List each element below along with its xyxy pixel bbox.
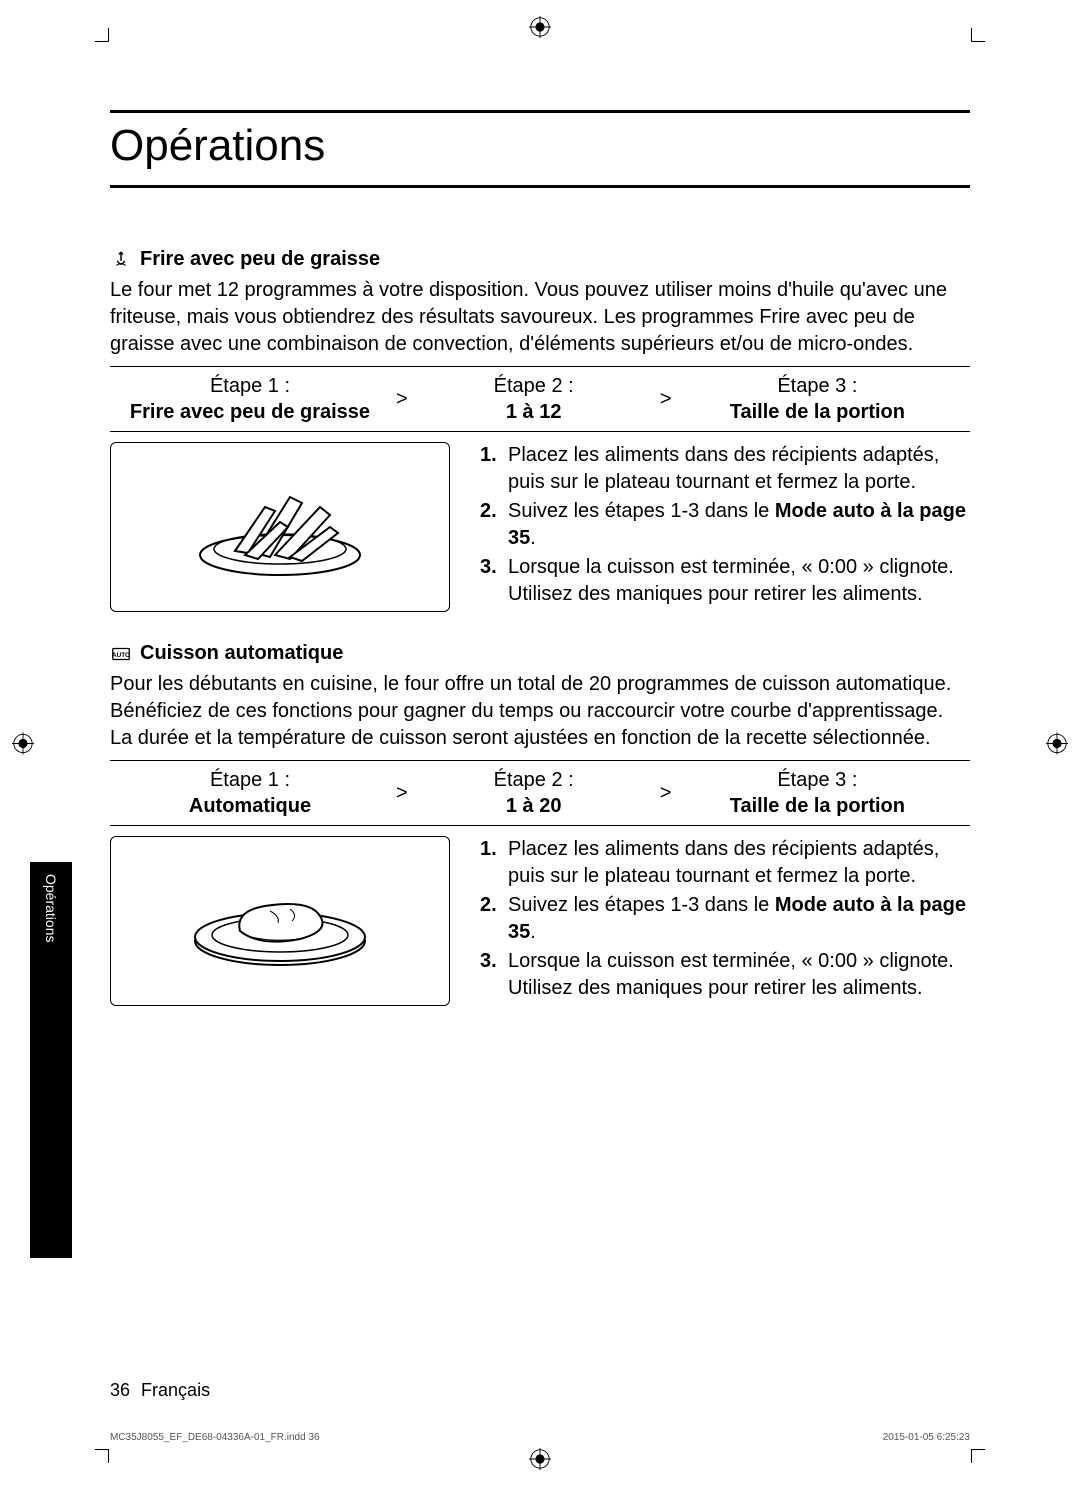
section-heading-auto: AUTO Cuisson automatique	[110, 642, 970, 665]
slim-fry-icon	[110, 249, 132, 271]
page-number: 36	[110, 1380, 130, 1400]
content-row-2: Placez les aliments dans des récipients …	[110, 836, 970, 1006]
step1-col2: Étape 2 : 1 à 12	[414, 373, 654, 425]
step2-c2-top: Étape 2 :	[414, 767, 654, 793]
side-tab: Opérations	[30, 862, 72, 1258]
step1-col1: Étape 1 : Frire avec peu de graisse	[110, 373, 390, 425]
registration-mark-right	[1046, 732, 1068, 759]
section1-body: Le four met 12 programmes à votre dispos…	[110, 277, 970, 358]
step2-c3-top: Étape 3 :	[677, 767, 957, 793]
section-heading-fry: Frire avec peu de graisse	[110, 248, 970, 271]
instr1-i2c: .	[530, 527, 536, 549]
step-sep: >	[390, 388, 414, 411]
step-sep: >	[654, 782, 678, 805]
steps-row-2: Étape 1 : Automatique > Étape 2 : 1 à 20…	[110, 760, 970, 826]
crop-mark-br	[971, 1449, 985, 1463]
print-footer: MC35J8055_EF_DE68-04336A-01_FR.indd 36 2…	[110, 1432, 970, 1443]
steps-row-1: Étape 1 : Frire avec peu de graisse > Ét…	[110, 366, 970, 432]
instr1-item1: Placez les aliments dans des récipients …	[508, 442, 970, 496]
instr1-item2: Suivez les étapes 1-3 dans le Mode auto …	[508, 498, 970, 552]
crop-mark-bl	[95, 1449, 109, 1463]
page-footer: 36 Français	[110, 1380, 210, 1401]
instructions-1: Placez les aliments dans des récipients …	[480, 442, 970, 612]
content-row-1: Placez les aliments dans des récipients …	[110, 442, 970, 612]
step1-c2-top: Étape 2 :	[414, 373, 654, 399]
page-language: Français	[141, 1380, 210, 1400]
instr2-i2a: Suivez les étapes 1-3 dans le	[508, 894, 775, 916]
instr1-item3: Lorsque la cuisson est terminée, « 0:00 …	[508, 554, 970, 608]
step-sep: >	[390, 782, 414, 805]
instructions-2: Placez les aliments dans des récipients …	[480, 836, 970, 1006]
section-heading-auto-text: Cuisson automatique	[140, 642, 343, 665]
registration-mark-bottom	[529, 1448, 551, 1475]
svg-text:AUTO: AUTO	[112, 651, 130, 658]
step2-col2: Étape 2 : 1 à 20	[414, 767, 654, 819]
step2-c1-bot: Automatique	[110, 793, 390, 819]
section-heading-fry-text: Frire avec peu de graisse	[140, 248, 380, 271]
registration-mark-top	[529, 16, 551, 43]
print-file: MC35J8055_EF_DE68-04336A-01_FR.indd 36	[110, 1432, 320, 1443]
step2-col1: Étape 1 : Automatique	[110, 767, 390, 819]
step1-c3-bot: Taille de la portion	[677, 399, 957, 425]
instr2-item1: Placez les aliments dans des récipients …	[508, 836, 970, 890]
step1-c1-bot: Frire avec peu de graisse	[110, 399, 390, 425]
step1-col3: Étape 3 : Taille de la portion	[677, 373, 957, 425]
crop-mark-tr	[971, 28, 985, 42]
step2-c2-bot: 1 à 20	[414, 793, 654, 819]
step2-c3-bot: Taille de la portion	[677, 793, 957, 819]
side-tab-label: Opérations	[43, 874, 59, 942]
step1-c2-bot: 1 à 12	[414, 399, 654, 425]
instr1-i2a: Suivez les étapes 1-3 dans le	[508, 500, 775, 522]
instr2-item2: Suivez les étapes 1-3 dans le Mode auto …	[508, 892, 970, 946]
illustration-fries	[110, 442, 450, 612]
crop-mark-tl	[95, 28, 109, 42]
instr2-i2c: .	[530, 921, 536, 943]
page: Opérations Frire avec peu de graisse Le …	[0, 0, 1080, 1491]
instr2-item3: Lorsque la cuisson est terminée, « 0:00 …	[508, 948, 970, 1002]
step1-c3-top: Étape 3 :	[677, 373, 957, 399]
print-timestamp: 2015-01-05 6:25:23	[883, 1432, 970, 1443]
step-sep: >	[654, 388, 678, 411]
section2-body: Pour les débutants en cuisine, le four o…	[110, 671, 970, 752]
step2-col3: Étape 3 : Taille de la portion	[677, 767, 957, 819]
registration-mark-left	[12, 732, 34, 759]
illustration-steak	[110, 836, 450, 1006]
page-title: Opérations	[110, 110, 970, 188]
step2-c1-top: Étape 1 :	[110, 767, 390, 793]
auto-cook-icon: AUTO	[110, 643, 132, 665]
step1-c1-top: Étape 1 :	[110, 373, 390, 399]
